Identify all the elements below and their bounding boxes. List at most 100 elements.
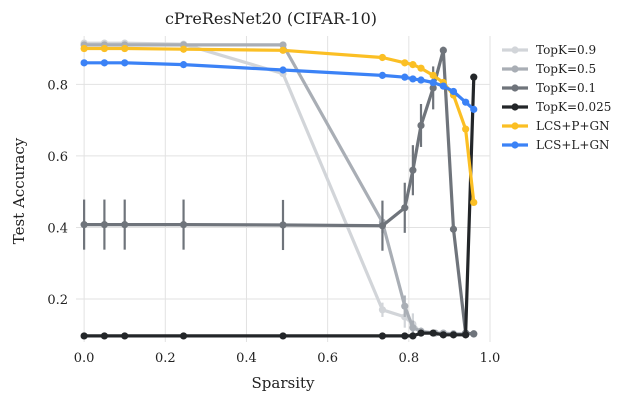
series-line [82,61,476,112]
data-point [378,71,387,79]
series-line [82,41,423,335]
legend-label: TopK=0.1 [536,81,596,95]
series-topk-0-1 [80,46,478,338]
data-point [417,76,425,84]
x-tick-label: 0.6 [317,351,338,366]
legend-label: TopK=0.5 [536,62,596,76]
legend-item: TopK=0.025 [502,100,611,114]
data-point [121,44,129,53]
y-tick-label: 0.2 [47,293,68,308]
series-line [82,43,476,336]
series-line [82,48,476,336]
data-point [439,46,447,54]
data-point [470,73,478,81]
data-point [378,53,387,62]
data-point [179,45,188,53]
legend-label: TopK=0.025 [536,100,611,114]
data-point [429,329,437,337]
data-point [279,66,287,74]
data-point [121,59,129,67]
legend-item: TopK=0.9 [502,43,596,57]
data-point [401,73,409,81]
y-tick-label: 0.4 [47,221,68,236]
data-point [80,221,88,229]
data-point [449,331,458,339]
data-point [100,221,109,229]
data-point [401,204,409,212]
data-point [121,332,129,340]
data-point [279,41,287,49]
x-tick-label: 0.0 [74,351,95,366]
legend-swatch-marker [511,65,519,73]
data-point [429,78,437,87]
legend-item: LCS+P+GN [502,119,610,133]
y-axis-label: Test Accuracy [10,137,28,244]
data-point [462,98,470,106]
data-point [439,82,447,90]
y-tick-label: 0.8 [47,78,68,93]
data-point [409,61,417,69]
data-point [470,198,478,207]
data-point [462,125,470,133]
data-point [417,64,425,72]
legend-label: TopK=0.9 [536,43,596,57]
data-point [100,332,109,340]
data-point [80,44,88,53]
legend-item: TopK=0.5 [502,62,596,76]
legend-swatch-marker [511,46,519,54]
data-point [378,222,387,230]
data-point [279,221,287,229]
data-point [179,221,188,229]
data-point [279,46,287,54]
data-point [449,225,458,233]
legend-swatch-marker [511,141,519,149]
data-point [80,332,88,340]
data-point [470,330,478,338]
x-axis-label: Sparsity [252,374,316,392]
data-point [401,332,409,340]
data-point [80,59,88,67]
data-point [279,332,287,340]
series-lcs-l-gn [80,59,478,113]
data-point [470,105,478,113]
data-point [179,61,188,69]
legend-swatch-marker [511,84,519,92]
data-point [121,221,129,229]
legend-item: TopK=0.1 [502,81,596,95]
data-point [429,71,437,79]
legend-label: LCS+L+GN [536,138,610,152]
x-tick-label: 0.2 [155,351,176,366]
x-tick-label: 1.0 [480,351,501,366]
data-point [449,87,458,96]
data-point [409,75,417,83]
data-point [378,306,387,314]
data-point [401,302,409,310]
data-point [417,329,425,337]
x-tick-label: 0.4 [236,351,257,366]
data-point [417,121,425,130]
series-layer [80,39,478,340]
data-point [100,44,109,53]
data-point [100,59,109,67]
series-topk-0-025 [80,73,478,340]
legend-item: LCS+L+GN [502,138,610,152]
legend-swatch-marker [511,122,519,130]
legend-swatch-marker [511,103,519,111]
tick-labels: 0.0 0.2 0.4 0.6 0.8 1.0 0.2 0.4 0.6 0.8 [47,78,500,366]
legend: TopK=0.9 TopK=0.5 TopK=0.1 TopK=0.025 LCS+P+… [502,43,611,152]
chart-title: cPreResNet20 (CIFAR-10) [165,9,377,28]
data-point [401,59,409,67]
data-point [439,331,447,339]
data-point [409,332,417,340]
data-point [409,324,417,332]
series-topk-0-5 [80,41,478,338]
data-point [409,166,417,174]
data-point [179,332,188,340]
data-point [429,84,437,92]
x-tick-label: 0.8 [398,351,419,366]
data-point [462,331,470,339]
series-line [82,75,476,338]
legend-label: LCS+P+GN [536,119,610,133]
y-tick-label: 0.6 [47,150,68,165]
